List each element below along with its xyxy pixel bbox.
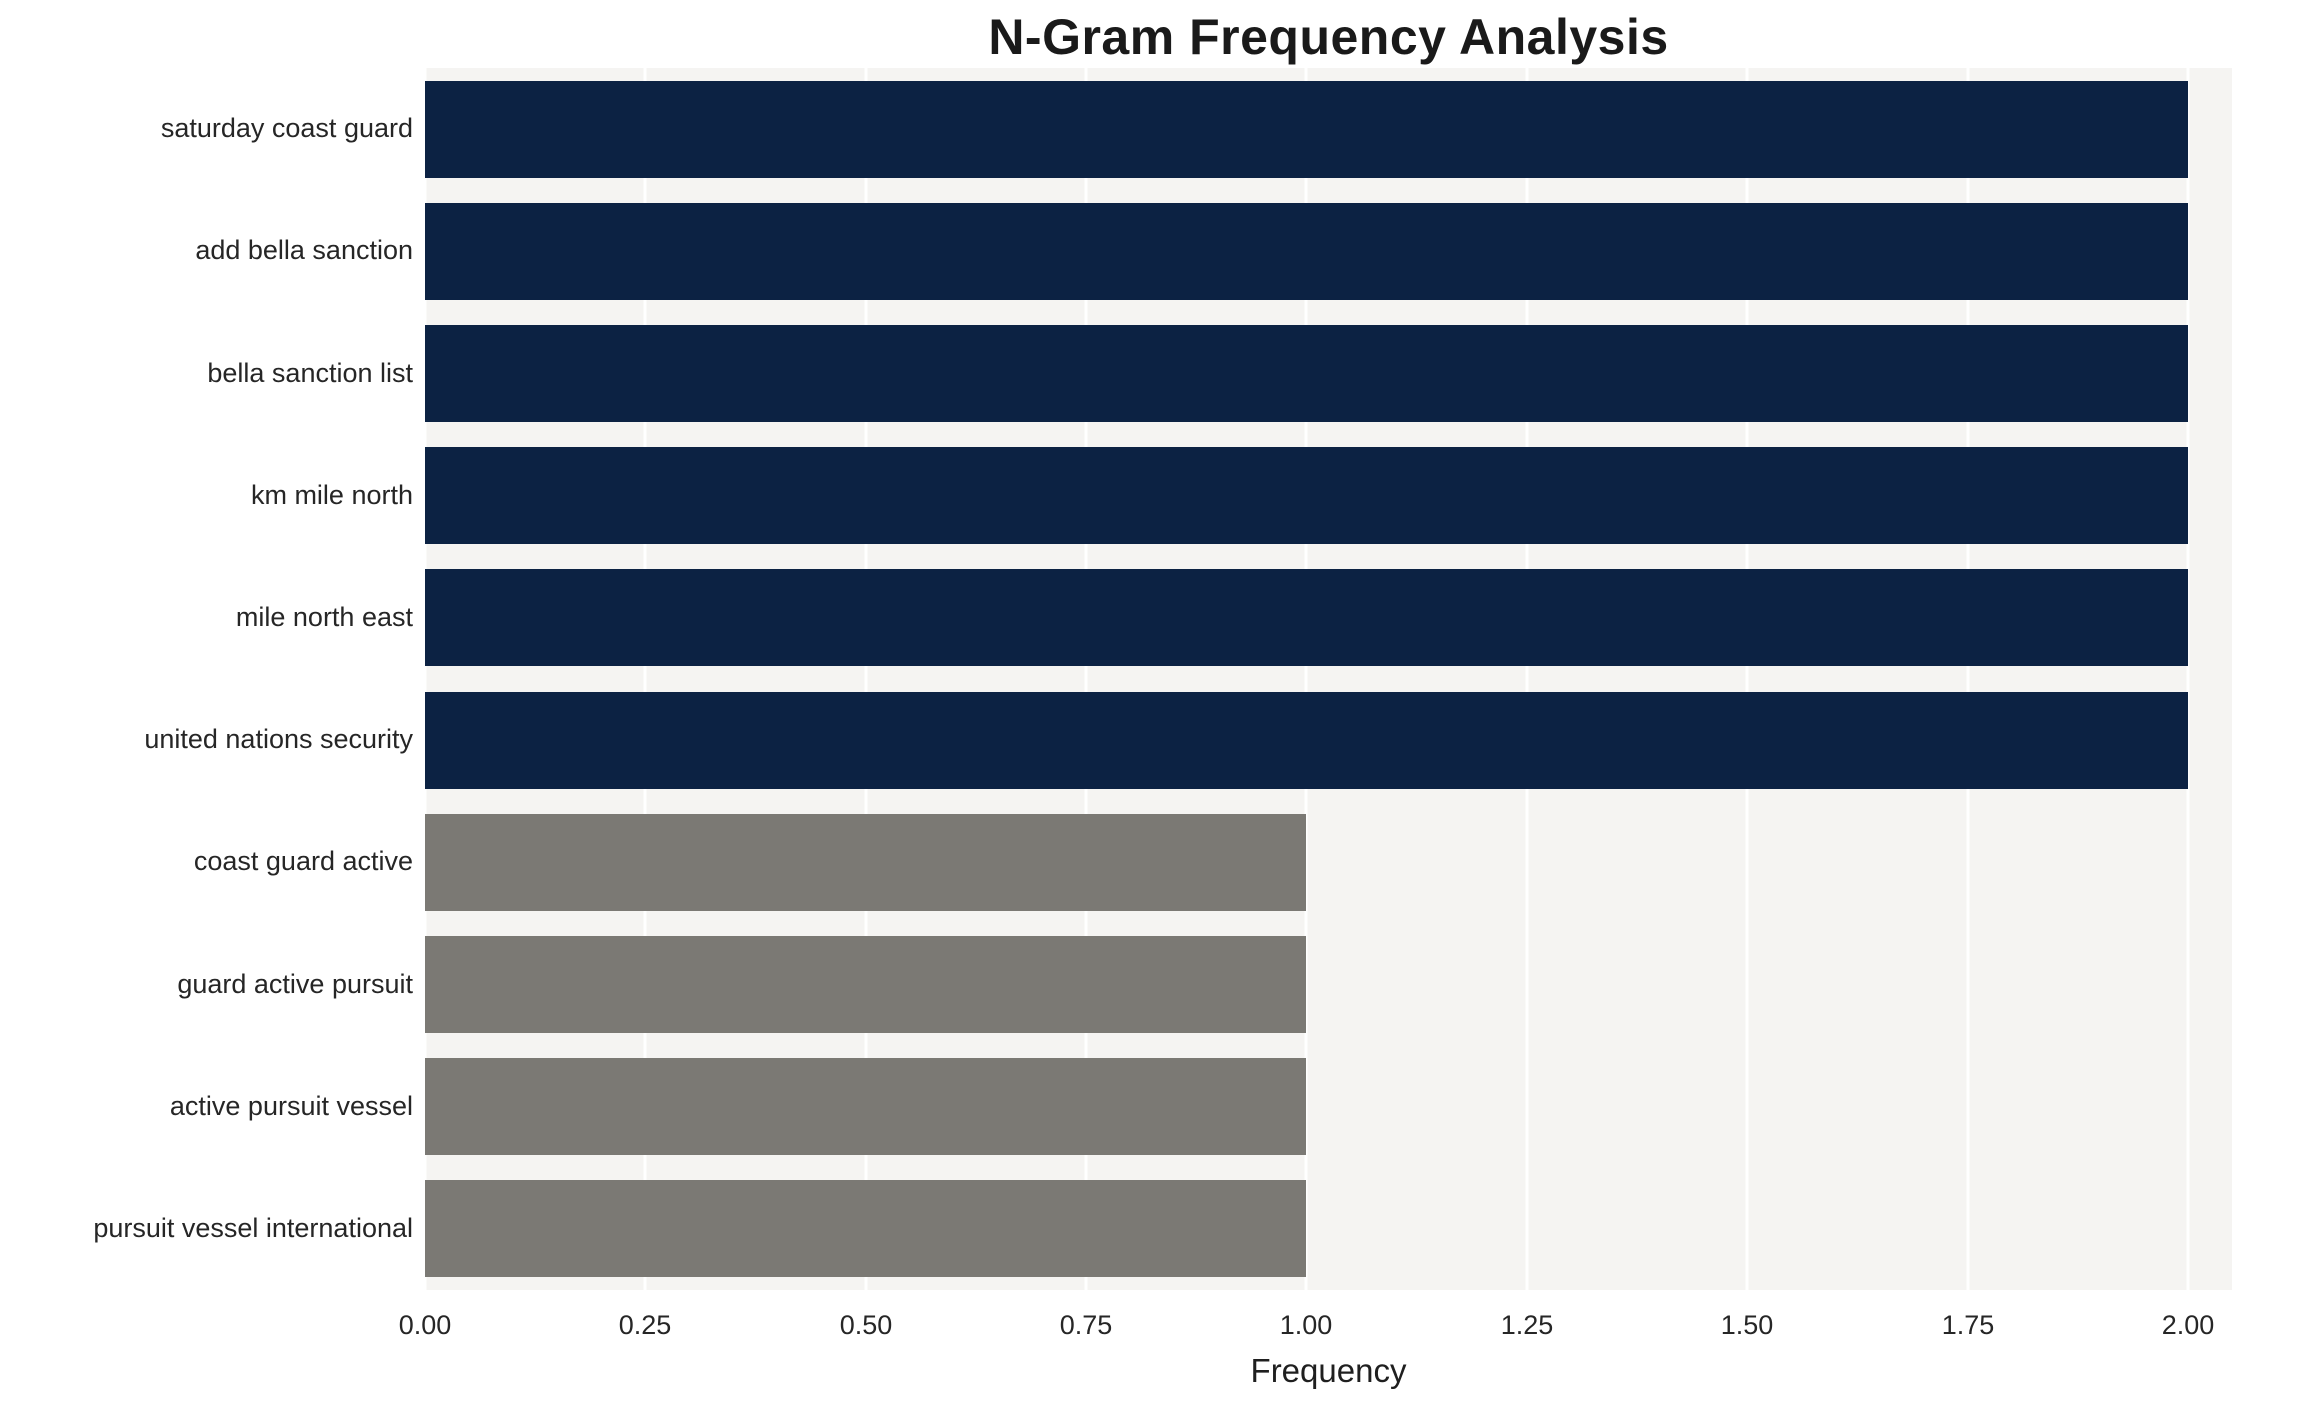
gridline xyxy=(1525,68,1529,1290)
bar xyxy=(425,569,2188,666)
x-tick-label: 0.00 xyxy=(398,1310,452,1340)
category-label: km mile north xyxy=(250,480,413,510)
bar xyxy=(425,447,2188,544)
category-label: bella sanction list xyxy=(207,358,413,388)
plot-area xyxy=(423,68,2232,1290)
x-tick-label: 1.75 xyxy=(1941,1310,1995,1340)
category-label: mile north east xyxy=(235,602,413,632)
gridline xyxy=(2186,68,2190,1290)
category-label: united nations security xyxy=(144,724,413,754)
bar xyxy=(425,692,2188,789)
gridline xyxy=(423,68,427,1290)
gridline xyxy=(864,68,868,1290)
x-tick-label: 0.50 xyxy=(839,1310,893,1340)
gridline xyxy=(1084,68,1088,1290)
x-tick-label: 1.50 xyxy=(1720,1310,1774,1340)
x-axis-label: Frequency xyxy=(1250,1352,1407,1389)
bar xyxy=(425,1180,1307,1277)
bar xyxy=(425,936,1307,1033)
x-tick-label: 0.25 xyxy=(618,1310,672,1340)
gridline xyxy=(643,68,647,1290)
bar xyxy=(425,203,2188,300)
category-label: coast guard active xyxy=(193,846,413,876)
gridline xyxy=(1745,68,1749,1290)
gridline xyxy=(1966,68,1970,1290)
x-tick-label: 1.25 xyxy=(1500,1310,1554,1340)
bar xyxy=(425,81,2188,178)
bar xyxy=(425,1058,1307,1155)
category-label: saturday coast guard xyxy=(160,113,413,143)
x-tick-label: 1.00 xyxy=(1279,1310,1333,1340)
category-label: active pursuit vessel xyxy=(169,1091,413,1121)
bar xyxy=(425,814,1307,911)
category-label: add bella sanction xyxy=(195,235,413,265)
gridline xyxy=(1304,68,1308,1290)
x-tick-label: 2.00 xyxy=(2161,1310,2215,1340)
chart-title: N-Gram Frequency Analysis xyxy=(988,9,1669,65)
category-label: guard active pursuit xyxy=(177,969,413,999)
category-label: pursuit vessel international xyxy=(93,1213,413,1243)
x-tick-label: 0.75 xyxy=(1059,1310,1113,1340)
bar xyxy=(425,325,2188,422)
